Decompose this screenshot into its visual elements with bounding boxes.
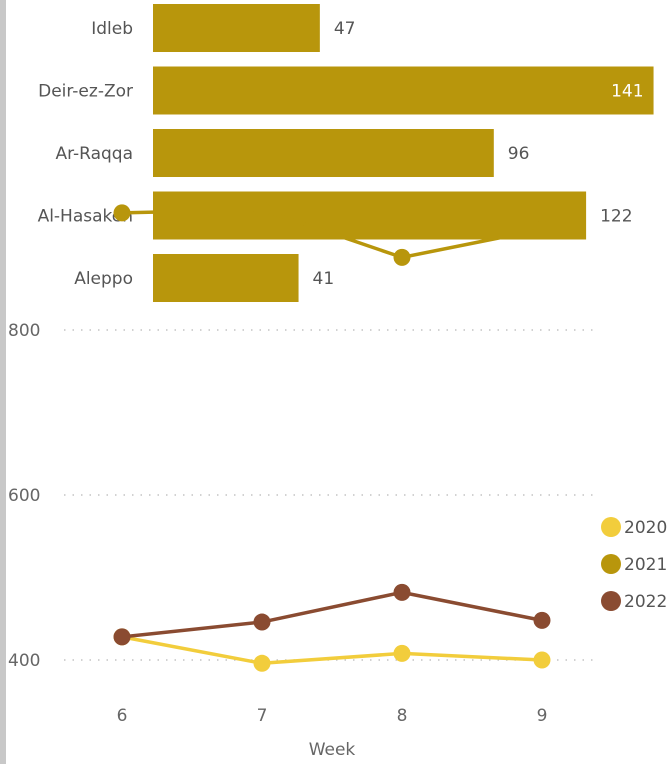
bar-al-hasakeh: [153, 191, 587, 240]
bar-idleb: [153, 4, 320, 52]
data-point-2022: [253, 613, 271, 631]
line-chart-y-axis: 400 600 800: [8, 321, 40, 671]
legend-label: 2020: [624, 518, 667, 538]
line-chart-series: [113, 201, 551, 672]
data-point-2020: [533, 651, 551, 669]
legend-label: 2022: [624, 592, 667, 612]
x-tick-label: 6: [117, 706, 128, 726]
data-label: 96: [508, 144, 530, 164]
data-point-2021: [113, 204, 131, 222]
legend-label: 2021: [624, 555, 667, 575]
line-chart-legend: 2020 2021 2022: [601, 517, 667, 612]
series-line-2021: [121, 207, 543, 260]
data-point-2021: [533, 220, 551, 238]
data-point-2022: [533, 611, 551, 629]
category-label: Deir-ez-Zor: [38, 82, 133, 102]
category-label: Al-Hasakeh: [38, 207, 133, 227]
line-chart-gridlines: [64, 329, 598, 661]
line-chart-x-axis: 6 7 8 9: [117, 706, 548, 726]
category-label: Ar-Raqqa: [55, 144, 133, 164]
data-label: 122: [600, 207, 632, 227]
x-axis-title: Week: [309, 740, 356, 760]
data-label: 141: [611, 82, 643, 102]
y-tick-label: 400: [8, 651, 40, 671]
data-point-2021: [253, 201, 271, 219]
data-label: 47: [334, 19, 356, 39]
category-label: Idleb: [91, 19, 133, 39]
legend-marker-2021: [601, 554, 621, 574]
data-point-2020: [253, 654, 271, 672]
data-label: 41: [313, 269, 335, 289]
series-line-2022: [121, 590, 543, 639]
x-tick-label: 9: [537, 706, 548, 726]
category-label: Aleppo: [74, 269, 133, 289]
left-edge-border: [0, 0, 6, 764]
bar-aleppo: [153, 254, 299, 302]
bar-ar-raqqa: [153, 129, 494, 177]
data-point-2021: [393, 248, 411, 266]
series-line-2020: [121, 635, 543, 666]
y-tick-label: 800: [8, 321, 40, 341]
legend-marker-2022: [601, 591, 621, 611]
legend-marker-2020: [601, 517, 621, 537]
data-point-2022: [393, 583, 411, 601]
data-point-2020: [393, 644, 411, 662]
data-point-2022: [113, 628, 131, 646]
bar-deir-ez-zor: [153, 66, 654, 115]
bar-chart: Idleb 47 Deir-ez-Zor 141 Ar-Raqqa 96 Al-Hasake…: [38, 4, 654, 302]
x-tick-label: 7: [257, 706, 268, 726]
y-tick-label: 600: [8, 486, 40, 506]
x-tick-label: 8: [397, 706, 408, 726]
